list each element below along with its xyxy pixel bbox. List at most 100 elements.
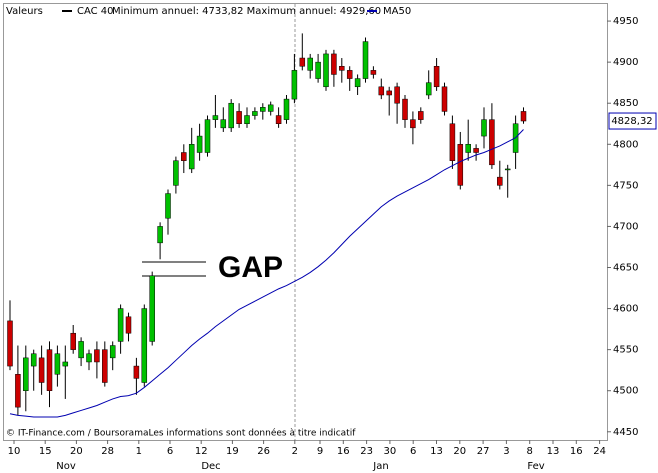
x-tick-label: 10 [8,446,21,457]
x-tick-label: 6 [410,446,416,457]
x-tick-label: 26 [257,446,270,457]
x-tick-label: 8 [527,446,533,457]
candle-body [339,66,345,71]
x-tick-label: 1 [136,446,142,457]
candle-body [473,148,479,153]
candle-body [315,61,321,79]
plot-frame [3,3,608,441]
x-tick-label: 3 [503,446,509,457]
candle-body [149,275,155,342]
x-tick-label: 6 [167,446,173,457]
candle-body [94,349,100,363]
candle-body [394,86,400,104]
y-tick-label: 4750 [613,180,638,191]
candle-body [378,86,385,96]
last-price-label: 4828,32 [611,116,652,127]
candle-body [307,57,313,71]
x-tick-label: 16 [570,446,583,457]
candle-body [102,349,108,383]
x-tick-label: 16 [337,446,350,457]
candle-body [133,365,140,379]
y-tick-label: 4600 [613,304,638,315]
candle-body [196,135,203,153]
candle-body [46,349,53,391]
legend-label: MA50 [383,6,411,17]
candle-body [465,144,471,153]
candle-body [410,119,416,129]
subtitle: Minimum annuel: 4733,82 Maximum annuel: … [112,6,381,17]
candle-body [252,111,258,116]
x-tick-label: 9 [317,446,323,457]
candle-body [441,86,448,112]
candle-body [386,90,392,96]
candle-body [78,341,84,359]
candle-body [449,123,456,161]
x-tick-label: 13 [547,446,560,457]
candle-body [125,316,132,334]
y-tick-label: 4800 [613,139,638,150]
candle-body [299,57,306,67]
candle-body [70,332,76,350]
annotation: GAP [218,251,283,284]
candle-body [141,308,148,383]
candle-body [481,119,487,137]
candle-body [275,115,282,124]
y-tick-label: 4550 [613,345,638,356]
x-tick-label: 27 [477,446,490,457]
x-tick-label: 13 [430,446,443,457]
candle-body [331,53,337,75]
candle-body [38,357,45,383]
x-tick-label: 23 [360,446,373,457]
month-label: Dec [201,461,220,472]
candle-body [228,102,234,129]
y-tick-label: 4700 [613,221,638,232]
candle-body [173,160,179,186]
candle-body [370,70,377,75]
last-price-box [608,112,657,130]
candle-body [117,308,124,342]
candle-body [188,144,195,170]
candle-body [433,66,440,88]
candle-body [346,70,353,79]
footer: © IT-Finance.com / BoursoramaLes informa… [6,428,356,439]
candle-body [62,361,69,367]
candle-body [23,357,29,391]
y-tick-label: 4850 [613,98,638,109]
x-tick-label: 19 [226,446,239,457]
x-tick-label: 15 [39,446,52,457]
y-tick-label: 4650 [613,263,638,274]
candle-body [291,70,298,100]
candle-body [267,104,274,112]
candle-body [54,353,61,375]
candle-body [30,353,37,367]
candle-body [520,111,527,122]
candle-body [236,111,242,125]
candle-body [489,119,495,166]
candle-body [109,345,116,359]
month-label: Fev [527,461,544,472]
x-tick-label: 20 [453,446,466,457]
candle-body [157,226,163,244]
ma-line [9,129,524,418]
candle-body [457,144,464,186]
legend-label: CAC 40 [77,6,114,17]
candle-body [165,193,171,219]
candle-body [204,119,211,153]
y-tick-label: 4900 [613,57,638,68]
y-tick-label: 4450 [613,427,638,438]
x-tick-label: 28 [101,446,114,457]
candle-body [15,374,21,408]
month-label: Nov [56,461,76,472]
candle-body [7,320,13,367]
y-tick-label: 4950 [613,16,638,27]
month-label: Jan [372,461,388,472]
x-tick-label: 24 [593,446,606,457]
x-tick-label: 2 [292,446,298,457]
candle-body [220,119,227,129]
x-tick-label: 20 [70,446,83,457]
candle-body [86,353,92,363]
y-tick-label: 4500 [613,386,638,397]
candle-body [244,115,250,124]
candle-body [504,168,511,171]
